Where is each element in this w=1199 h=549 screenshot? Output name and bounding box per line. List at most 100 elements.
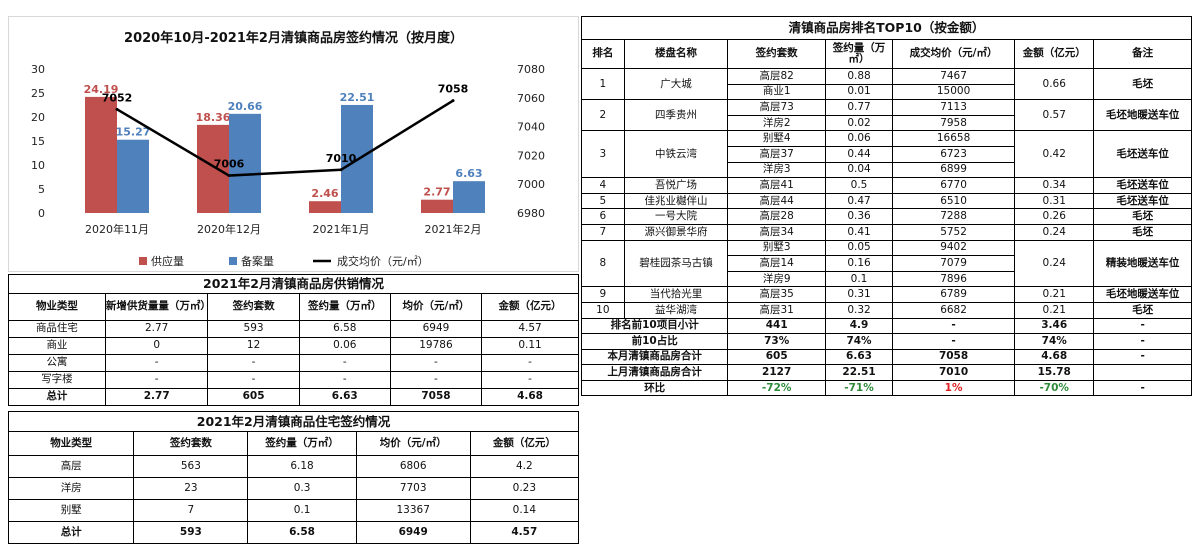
table-cell: -	[481, 371, 579, 389]
table-cell: 0.47	[824, 192, 894, 210]
supply-table: 2021年2月清镇商品房供销情况 物业类型 新增供货量量（万㎡） 签约套数 签约量（万㎡…	[8, 274, 579, 406]
table-cell: 0.1	[824, 270, 894, 288]
column-header: 成交均价（元/㎡）	[892, 39, 1016, 69]
legend-label: 备案量	[241, 254, 274, 268]
rank-cell: 7	[581, 223, 625, 241]
table-cell: 3.46	[1014, 317, 1095, 335]
table-cell: 高层14	[727, 255, 826, 272]
note-cell: 毛坯	[1093, 208, 1192, 225]
table-cell: 4.2	[469, 455, 580, 478]
summary-label: 排名前10项目小计	[580, 317, 729, 335]
summary-row: 本月清镇商品房合计 605 6.63 7058 4.68-	[580, 348, 1192, 366]
table-cell: 7703	[355, 477, 471, 500]
table-cell: 2.77	[104, 320, 209, 338]
y-left-tick-label: 0	[38, 207, 45, 220]
project-name-cell: 广大城	[623, 67, 729, 101]
table-cell: 6723	[892, 145, 1016, 163]
table-total-row: 总计 2.77 605 6.63 7058 4.68	[8, 388, 579, 406]
column-header: 签约套数	[727, 39, 826, 69]
price-point	[339, 168, 343, 172]
column-header: 签约量（万㎡）	[298, 293, 391, 321]
bar-data-label: 24.19	[84, 83, 119, 96]
y-right-tick-label: 7080	[517, 63, 545, 76]
bar-data-label: 20.66	[228, 100, 263, 113]
note-cell: 毛坯	[1093, 67, 1192, 101]
table-cell: 商业1	[727, 83, 826, 101]
table-row: 洋房9 0.1 7896	[582, 270, 1192, 288]
column-header: 签约套数	[207, 293, 300, 321]
y-left-tick-label: 25	[31, 87, 45, 100]
amount-cell: 0.21	[1014, 301, 1095, 319]
table-cell: -	[481, 354, 579, 372]
bar-data-label: 6.63	[455, 167, 482, 180]
table-cell: 别墅3	[727, 239, 826, 257]
table-cell: 19786	[389, 337, 483, 355]
price-data-label: 7052	[102, 91, 133, 104]
project-name-cell: 益华湖湾	[623, 301, 729, 319]
y-right-tick-label: 7020	[517, 149, 545, 162]
combo-chart: 0 5 10 15 20 25 30 6980 7000 7020 7040 7060 7080 2020…	[31, 63, 545, 268]
table-row: 1 广大城 高层82 0.88 7467 0.66 毛坯	[581, 67, 1192, 101]
bar-data-label: 15.27	[116, 126, 151, 139]
bar-供应量	[85, 96, 117, 213]
note-cell: 毛坯	[1093, 301, 1192, 319]
price-point	[115, 107, 119, 111]
bar-供应量	[197, 124, 229, 213]
top10-table: 清镇商品房排名TOP10（按金额） 排名 楼盘名称 签约套数 签约量（万㎡） 成交均价（元…	[580, 16, 1192, 397]
amount-cell: 0.34	[1014, 177, 1095, 194]
table-cell: 0.06	[298, 337, 391, 355]
table-cell: 0.77	[824, 99, 894, 116]
table-cell: -	[207, 371, 300, 389]
table-cell: 0.5	[824, 177, 894, 194]
table-cell: 高层	[7, 455, 135, 478]
table-cell: -70%	[1014, 379, 1095, 397]
bar-data-label: 2.77	[423, 186, 450, 199]
table-cell: 74%	[1014, 333, 1095, 350]
amount-cell: 0.31	[1014, 192, 1095, 210]
table-cell: 0.41	[824, 223, 894, 241]
table-cell: 605	[207, 388, 300, 406]
table-cell: -	[389, 371, 483, 389]
table-cell: 4.9	[824, 317, 894, 335]
table-cell: 6789	[892, 286, 1016, 303]
table-cell: 别墅4	[727, 130, 826, 147]
table-cell: 高层37	[727, 145, 826, 163]
legend-label: 供应量	[151, 254, 184, 268]
table-cell: 2.77	[104, 388, 209, 406]
table-cell: 7288	[892, 208, 1016, 225]
table-row: 8 碧桂园茶马古镇 别墅3 0.05 9402 0.24 精装地暖送车位	[581, 239, 1192, 288]
column-header: 金额（亿元）	[481, 293, 579, 321]
table-cell: 7058	[892, 348, 1016, 366]
y-left-tick-label: 30	[31, 63, 45, 76]
column-header: 排名	[581, 39, 625, 69]
price-data-label: 7058	[438, 83, 469, 96]
table-cell: -71%	[824, 379, 894, 397]
price-point	[227, 174, 231, 178]
note-cell: 毛坯地暖送车位	[1093, 99, 1192, 132]
summary-note: -	[1093, 348, 1192, 366]
table-cell: 9402	[892, 239, 1016, 257]
table-cell: 高层73	[727, 99, 826, 116]
table-row: 3 中铁云湾 别墅4 0.06 16658 0.42 毛坯送车位	[581, 130, 1192, 179]
table-cell: 0.1	[247, 499, 357, 522]
bar-供应量	[421, 199, 453, 213]
column-header: 签约量（万㎡）	[824, 39, 894, 69]
table-cell: 593	[133, 521, 249, 544]
y-right-tick-label: 7060	[517, 92, 545, 105]
table-cell: 563	[133, 455, 249, 478]
table-cell: 12	[207, 337, 300, 355]
project-name-cell: 佳兆业樾伴山	[623, 192, 729, 210]
table-row: 商业 0 12 0.06 19786 0.11	[8, 337, 579, 355]
summary-note: -	[1093, 333, 1192, 350]
summary-label: 环比	[580, 379, 729, 397]
table-title: 2021年2月清镇商品房供销情况	[8, 274, 579, 294]
note-cell: 毛坯	[1093, 223, 1192, 241]
price-line	[116, 99, 454, 177]
table-cell: 洋房	[7, 477, 135, 500]
price-data-label: 7010	[326, 152, 357, 165]
column-header: 金额（亿元）	[469, 431, 580, 456]
table-cell: 高层28	[727, 208, 826, 225]
table-cell: 别墅	[7, 499, 135, 522]
note-cell: 毛坯送车位	[1093, 192, 1192, 210]
rank-cell: 5	[581, 192, 625, 210]
